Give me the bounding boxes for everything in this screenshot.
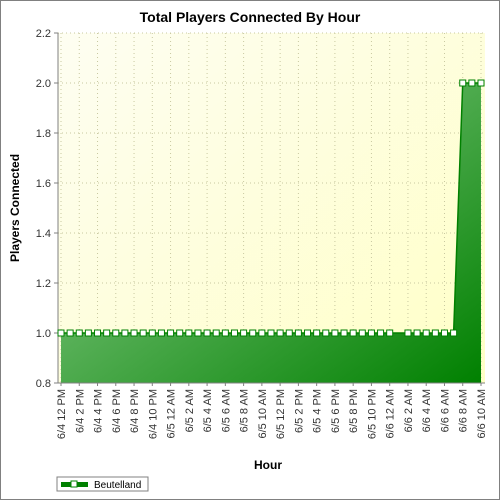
x-tick-label: 6/6 2 AM — [403, 389, 415, 432]
y-axis-label: Players Connected — [8, 154, 22, 262]
x-tick-label: 6/4 10 PM — [147, 389, 159, 439]
data-point — [167, 329, 175, 337]
data-point — [157, 329, 165, 337]
data-point — [450, 329, 458, 337]
x-tick-label: 6/4 4 PM — [93, 389, 105, 433]
data-point — [212, 329, 220, 337]
y-tick-label: 1.2 — [36, 278, 51, 290]
data-point — [194, 329, 202, 337]
x-tick-label: 6/5 12 AM — [166, 389, 178, 439]
data-point — [130, 329, 138, 337]
x-tick-label: 6/5 6 PM — [330, 389, 342, 433]
data-point — [358, 329, 366, 337]
data-point — [377, 329, 385, 337]
data-point — [468, 79, 476, 87]
data-point — [331, 329, 339, 337]
y-tick-label: 2.0 — [36, 78, 51, 90]
data-point — [422, 329, 430, 337]
x-tick-label: 6/5 6 AM — [220, 389, 232, 432]
plot-area — [58, 33, 485, 383]
y-tick-label: 1.0 — [36, 328, 51, 340]
data-point — [294, 329, 302, 337]
x-tick-label: 6/4 12 PM — [56, 389, 68, 439]
y-tick-label: 1.4 — [36, 228, 51, 240]
data-point — [349, 329, 357, 337]
data-point — [112, 329, 120, 337]
data-point — [176, 329, 184, 337]
data-point — [413, 329, 421, 337]
series-area-beutelland — [61, 83, 481, 383]
y-tick-label: 0.8 — [36, 378, 51, 390]
data-point — [404, 329, 412, 337]
data-point — [103, 329, 111, 337]
x-tick-label: 6/5 2 PM — [293, 389, 305, 433]
x-tick-label: 6/6 8 AM — [458, 389, 470, 432]
y-tick-labels: 0.8 1.0 1.2 1.4 1.6 1.8 2.0 2.2 — [36, 28, 58, 390]
legend-marker — [70, 480, 78, 488]
x-tick-labels: 6/4 12 PM 6/4 2 PM 6/4 4 PM 6/4 6 PM 6/4 8 P… — [56, 383, 488, 439]
data-point — [477, 79, 485, 87]
data-point — [230, 329, 238, 337]
y-tick-label: 1.8 — [36, 128, 51, 140]
data-point — [285, 329, 293, 337]
x-tick-label: 6/5 8 PM — [348, 389, 360, 433]
x-tick-label: 6/5 4 PM — [312, 389, 324, 433]
x-tick-label: 6/4 2 PM — [74, 389, 86, 433]
x-tick-label: 6/5 4 AM — [202, 389, 214, 432]
data-point — [121, 329, 129, 337]
data-point — [185, 329, 193, 337]
data-point — [267, 329, 275, 337]
data-point — [340, 329, 348, 337]
axes — [57, 33, 485, 384]
x-tick-label: 6/5 2 AM — [184, 389, 196, 432]
data-point — [386, 329, 394, 337]
x-axis-label: Hour — [254, 458, 282, 472]
x-tick-label: 6/5 10 AM — [257, 389, 269, 439]
data-point — [139, 329, 147, 337]
data-point — [276, 329, 284, 337]
data-point — [240, 329, 248, 337]
data-point — [249, 329, 257, 337]
data-point — [66, 329, 74, 337]
data-point — [367, 329, 375, 337]
x-tick-label: 6/5 12 PM — [275, 389, 287, 439]
data-point — [221, 329, 229, 337]
legend-box — [56, 476, 149, 492]
x-tick-label: 6/4 6 PM — [111, 389, 123, 433]
data-point — [258, 329, 266, 337]
data-point — [304, 329, 312, 337]
data-point — [94, 329, 102, 337]
y-tick-label: 2.2 — [36, 28, 51, 40]
data-point — [57, 329, 65, 337]
y-tick-label: 1.6 — [36, 178, 51, 190]
x-tick-label: 6/6 12 AM — [385, 389, 397, 439]
legend-label-beutelland: Beutelland — [94, 480, 141, 491]
x-tick-label: 6/6 4 AM — [421, 389, 433, 432]
x-tick-label: 6/5 10 PM — [366, 389, 378, 439]
data-point — [75, 329, 83, 337]
data-point — [431, 329, 439, 337]
data-point — [313, 329, 321, 337]
data-point — [459, 79, 467, 87]
x-tick-label: 6/4 8 PM — [129, 389, 141, 433]
data-point — [148, 329, 156, 337]
x-tick-label: 6/5 8 AM — [239, 389, 251, 432]
data-point — [203, 329, 211, 337]
data-point — [440, 329, 448, 337]
chart-title: Total Players Connected By Hour — [140, 9, 361, 25]
x-tick-label: 6/6 10 AM — [476, 389, 488, 439]
x-tick-label: 6/6 6 AM — [439, 389, 451, 432]
data-markers — [57, 79, 485, 337]
data-point — [84, 329, 92, 337]
data-point — [322, 329, 330, 337]
legend: Beutelland — [56, 476, 149, 492]
